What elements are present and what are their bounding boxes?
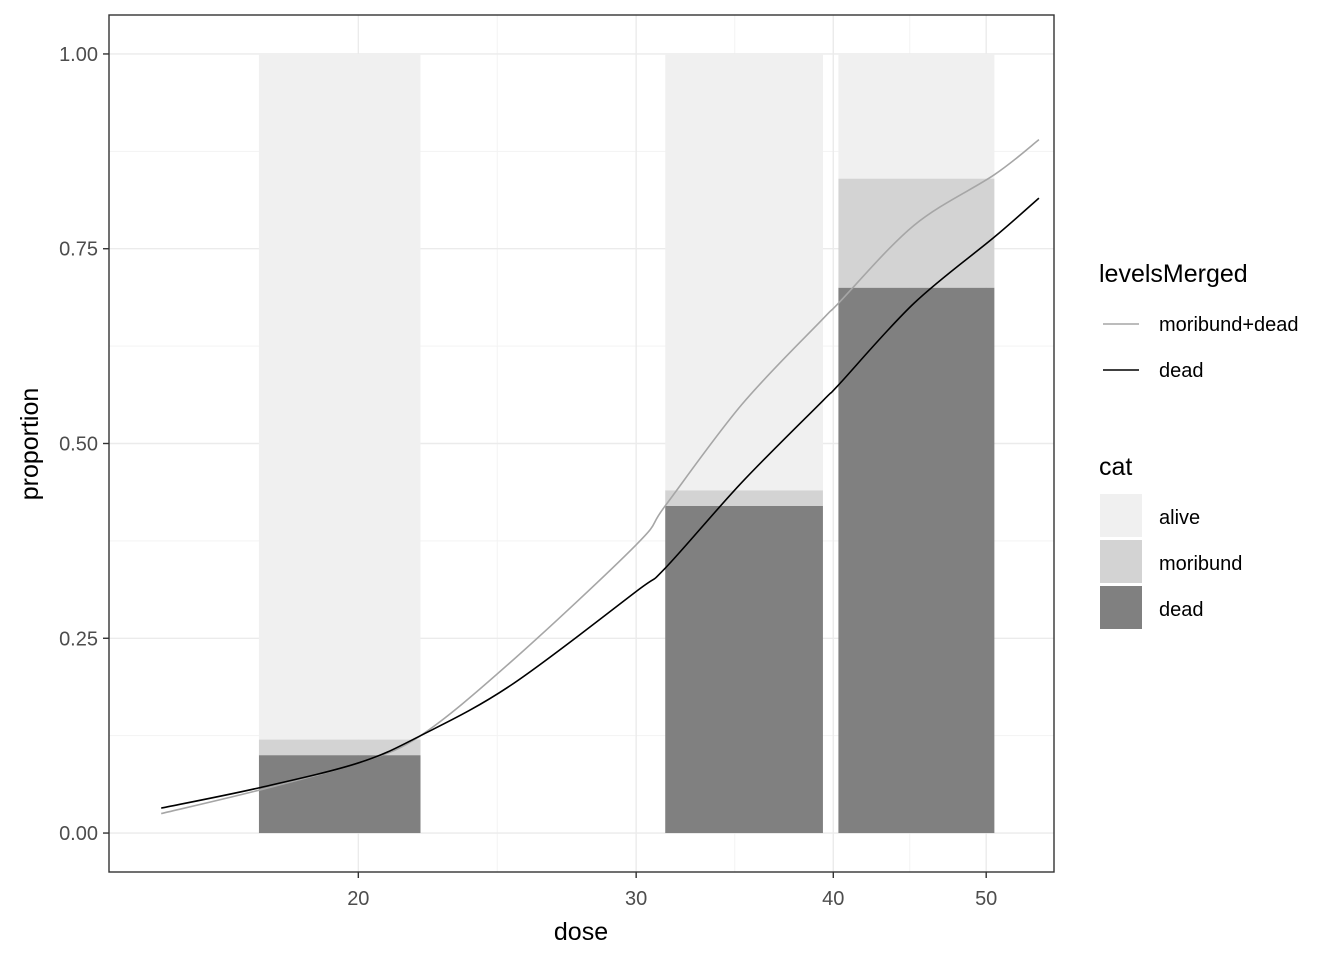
- line-legend-label: dead: [1159, 360, 1204, 382]
- fill-legend-swatch-moribund: [1100, 540, 1142, 583]
- fill-legend-swatch-alive: [1100, 494, 1142, 537]
- fill-legend-label: dead: [1159, 599, 1204, 621]
- fill-legend-swatch-dead: [1100, 586, 1142, 629]
- x-tick-label: 40: [822, 888, 844, 910]
- fill-legend: cat alive moribund dead: [1099, 453, 1242, 629]
- bar-3-dead: [838, 287, 995, 834]
- plot-area: 0.00 0.25 0.50 0.75 1.00 20 30 40 50: [59, 14, 1055, 910]
- bar-1-dead: [258, 755, 421, 834]
- y-tick-label: 1.00: [59, 44, 98, 66]
- bar-2-moribund: [665, 490, 823, 506]
- line-legend-label: moribund+dead: [1159, 314, 1299, 336]
- fill-legend-title: cat: [1099, 453, 1132, 481]
- fill-legend-label: alive: [1159, 507, 1200, 529]
- y-tick-label: 0.25: [59, 628, 98, 650]
- x-tick-label: 30: [625, 888, 647, 910]
- bar-3-moribund: [838, 178, 995, 288]
- y-axis-title: proportion: [16, 388, 44, 501]
- fill-legend-label: moribund: [1159, 553, 1242, 575]
- y-tick-label: 0.50: [59, 434, 98, 456]
- line-legend: levelsMerged moribund+dead dead: [1099, 260, 1299, 382]
- y-tick-label: 0.00: [59, 823, 98, 845]
- bar-2-alive: [665, 53, 823, 491]
- bar-2-dead: [665, 505, 823, 834]
- x-tick-label: 20: [347, 888, 369, 910]
- bar-3-alive: [838, 53, 995, 179]
- x-tick-label: 50: [975, 888, 997, 910]
- line-legend-title: levelsMerged: [1099, 260, 1248, 288]
- bar-1-moribund: [258, 739, 421, 756]
- curve-dead: [161, 197, 1040, 809]
- x-axis-title: dose: [554, 918, 608, 946]
- y-tick-label: 0.75: [59, 239, 98, 261]
- bar-1-alive: [258, 53, 421, 740]
